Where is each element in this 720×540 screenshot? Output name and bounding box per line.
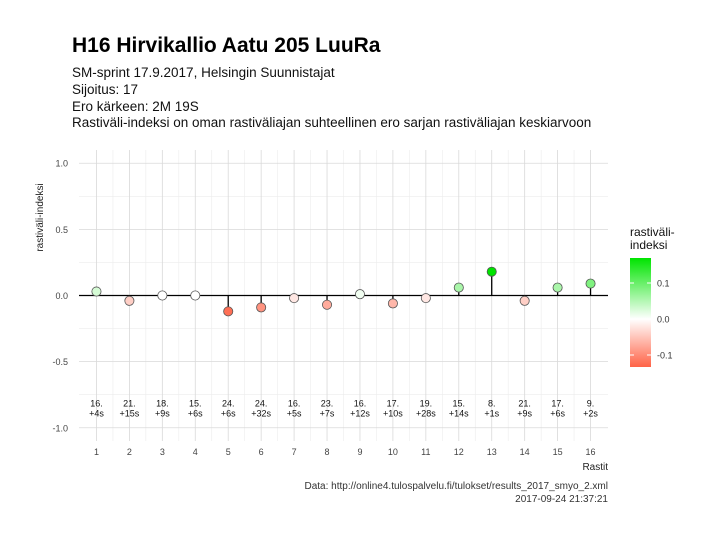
subtitle-placement: Sijoitus: 17 bbox=[72, 82, 139, 97]
data-label-placement: 8. bbox=[488, 399, 496, 409]
data-point bbox=[322, 299, 333, 310]
y-tick-label: -0.5 bbox=[52, 357, 68, 367]
data-source-caption: Data: http://online4.tulospalvelu.fi/tul… bbox=[304, 481, 608, 492]
data-point bbox=[486, 266, 497, 277]
data-label-time-loss: +6s bbox=[188, 409, 203, 419]
data-label-time-loss: +9s bbox=[517, 409, 532, 419]
data-label-placement: 16. bbox=[90, 399, 103, 409]
data-label-placement: 15. bbox=[453, 399, 466, 409]
data-point bbox=[420, 293, 431, 304]
legend-tick-label: 0.1 bbox=[657, 279, 670, 289]
y-tick-label: 0.5 bbox=[55, 225, 68, 235]
data-point bbox=[387, 298, 398, 309]
data-label-placement: 24. bbox=[255, 399, 268, 409]
data-point bbox=[552, 282, 563, 293]
data-label-placement: 16. bbox=[288, 399, 301, 409]
x-tick-label: 16 bbox=[586, 447, 596, 457]
data-label-time-loss: +1s bbox=[484, 409, 499, 419]
data-point bbox=[157, 290, 168, 301]
subtitle-gap-to-leader: Ero kärkeen: 2M 19S bbox=[72, 99, 199, 114]
data-point bbox=[256, 302, 267, 313]
data-label-time-loss: +28s bbox=[416, 409, 436, 419]
data-point bbox=[453, 282, 464, 293]
data-point bbox=[124, 295, 135, 306]
x-tick-label: 1 bbox=[94, 447, 99, 457]
data-label-time-loss: +15s bbox=[120, 409, 140, 419]
timestamp-caption: 2017-09-24 21:37:21 bbox=[515, 494, 608, 505]
y-tick-label: -1.0 bbox=[52, 423, 68, 433]
data-point bbox=[289, 293, 300, 304]
data-label-time-loss: +7s bbox=[320, 409, 335, 419]
x-tick-label: 8 bbox=[325, 447, 330, 457]
y-tick-label: 0.0 bbox=[55, 291, 68, 301]
subtitle-event: SM-sprint 17.9.2017, Helsingin Suunnista… bbox=[72, 65, 335, 80]
y-axis-label: rastiväli-indeksi bbox=[35, 183, 46, 251]
data-label-placement: 17. bbox=[387, 399, 400, 409]
y-tick-label: 1.0 bbox=[55, 159, 68, 169]
data-point bbox=[223, 306, 234, 317]
data-label-placement: 16. bbox=[354, 399, 367, 409]
data-label-time-loss: +5s bbox=[287, 409, 302, 419]
data-label-time-loss: +2s bbox=[583, 409, 598, 419]
data-label-placement: 19. bbox=[420, 399, 433, 409]
data-label-time-loss: +12s bbox=[350, 409, 370, 419]
x-tick-label: 4 bbox=[193, 447, 198, 457]
x-tick-label: 2 bbox=[127, 447, 132, 457]
data-label-placement: 9. bbox=[587, 399, 595, 409]
data-label-placement: 21. bbox=[518, 399, 531, 409]
legend-tick-label: -0.1 bbox=[657, 351, 673, 361]
legend-title: rastiväli-indeksi bbox=[630, 225, 675, 252]
data-point bbox=[91, 286, 102, 297]
x-tick-label: 12 bbox=[454, 447, 464, 457]
x-tick-label: 3 bbox=[160, 447, 165, 457]
data-label-placement: 18. bbox=[156, 399, 169, 409]
x-tick-label: 5 bbox=[226, 447, 231, 457]
x-axis-label: Rastit bbox=[582, 462, 608, 473]
chart-title: H16 Hirvikallio Aatu 205 LuuRa bbox=[72, 34, 381, 57]
x-tick-label: 13 bbox=[487, 447, 497, 457]
legend-colorbar bbox=[630, 258, 651, 367]
x-tick-label: 14 bbox=[520, 447, 530, 457]
data-label-time-loss: +6s bbox=[221, 409, 236, 419]
x-tick-label: 11 bbox=[421, 447, 430, 457]
data-label-placement: 24. bbox=[222, 399, 235, 409]
data-point bbox=[519, 295, 530, 306]
data-label-time-loss: +4s bbox=[89, 409, 104, 419]
data-label-time-loss: +9s bbox=[155, 409, 170, 419]
x-tick-label: 9 bbox=[357, 447, 362, 457]
x-tick-label: 15 bbox=[553, 447, 563, 457]
x-tick-label: 6 bbox=[259, 447, 264, 457]
x-tick-label: 10 bbox=[388, 447, 398, 457]
data-point bbox=[585, 278, 596, 289]
data-label-placement: 17. bbox=[551, 399, 564, 409]
data-label-time-loss: +32s bbox=[251, 409, 271, 419]
data-label-placement: 21. bbox=[123, 399, 136, 409]
subtitle-description: Rastiväli-indeksi on oman rastiväliajan … bbox=[72, 115, 592, 130]
data-point bbox=[190, 290, 201, 301]
legend-tick-label: 0.0 bbox=[657, 315, 670, 325]
x-tick-label: 7 bbox=[292, 447, 297, 457]
data-label-time-loss: +14s bbox=[449, 409, 469, 419]
data-label-time-loss: +6s bbox=[550, 409, 565, 419]
data-label-time-loss: +10s bbox=[383, 409, 403, 419]
data-label-placement: 15. bbox=[189, 399, 202, 409]
data-label-placement: 23. bbox=[321, 399, 334, 409]
data-point bbox=[354, 289, 365, 300]
